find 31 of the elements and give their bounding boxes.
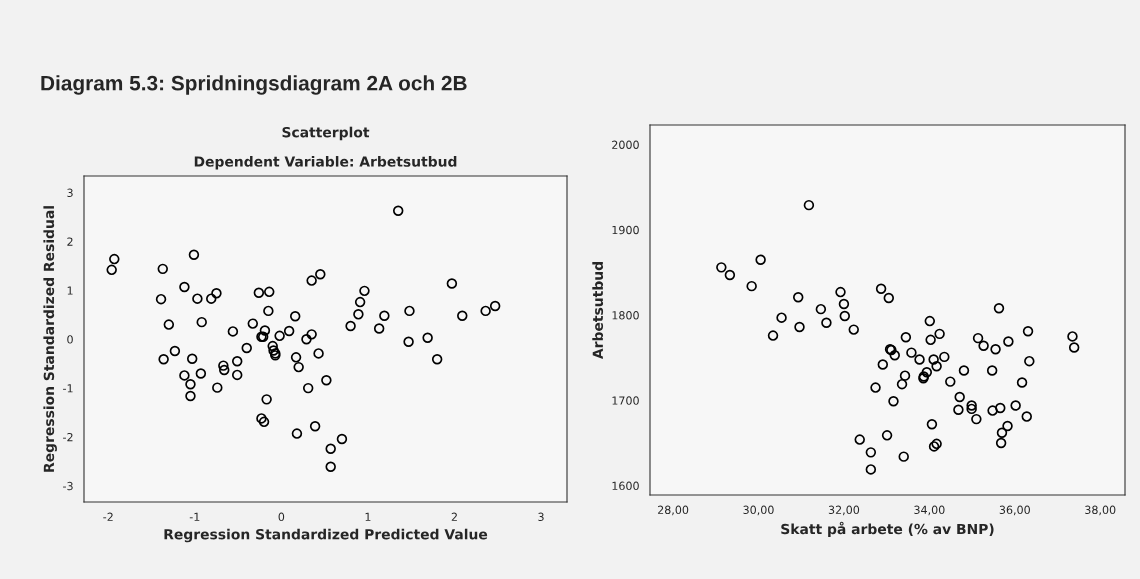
y-axis-title: Arbetsutbud	[592, 262, 604, 360]
x-tick-label: 28,00	[657, 505, 689, 516]
text: Diagram 5.3: Spridningsdiagram 2A och 2B	[41, 75, 467, 95]
chart-title: Scatterplot	[282, 126, 370, 141]
x-tick-label: 30,00	[743, 505, 774, 516]
y-tick-label: 1900	[612, 225, 639, 235]
x-tick-label: 3	[538, 512, 544, 522]
x-tick-label: -1	[189, 512, 200, 521]
y-tick-label: 1700	[612, 396, 639, 405]
y-tick-label: 1	[67, 286, 73, 295]
x-tick-label: 1	[365, 512, 371, 521]
x-tick-label: 0	[278, 512, 285, 522]
x-axis-title: Regression Standardized Predicted Value	[164, 528, 488, 543]
y-tick-label: 0	[67, 335, 73, 344]
y-tick-label: 3	[67, 188, 73, 197]
chart-subtitle: Dependent Variable: Arbetsutbud	[194, 156, 457, 170]
y-axis-title: Regression Standardized Residual	[43, 206, 57, 472]
y-tick-label: -2	[63, 432, 73, 442]
x-tick-label: 38,00	[1085, 505, 1116, 516]
y-tick-label: 2000	[612, 140, 639, 149]
x-tick-label: 36,00	[999, 505, 1030, 516]
y-tick-label: 1600	[612, 481, 639, 490]
x-axis-title: Skatt på arbete (% av BNP)	[781, 521, 994, 537]
x-tick-label: -2	[103, 512, 113, 521]
x-tick-label: 2	[451, 512, 457, 521]
x-tick-label: 32,00	[828, 505, 860, 516]
y-tick-label: -3	[63, 481, 73, 491]
y-tick-label: 2	[67, 237, 73, 246]
x-tick-label: 34,00	[914, 505, 945, 516]
y-tick-label: -1	[63, 384, 73, 393]
y-tick-label: 1800	[612, 311, 639, 320]
